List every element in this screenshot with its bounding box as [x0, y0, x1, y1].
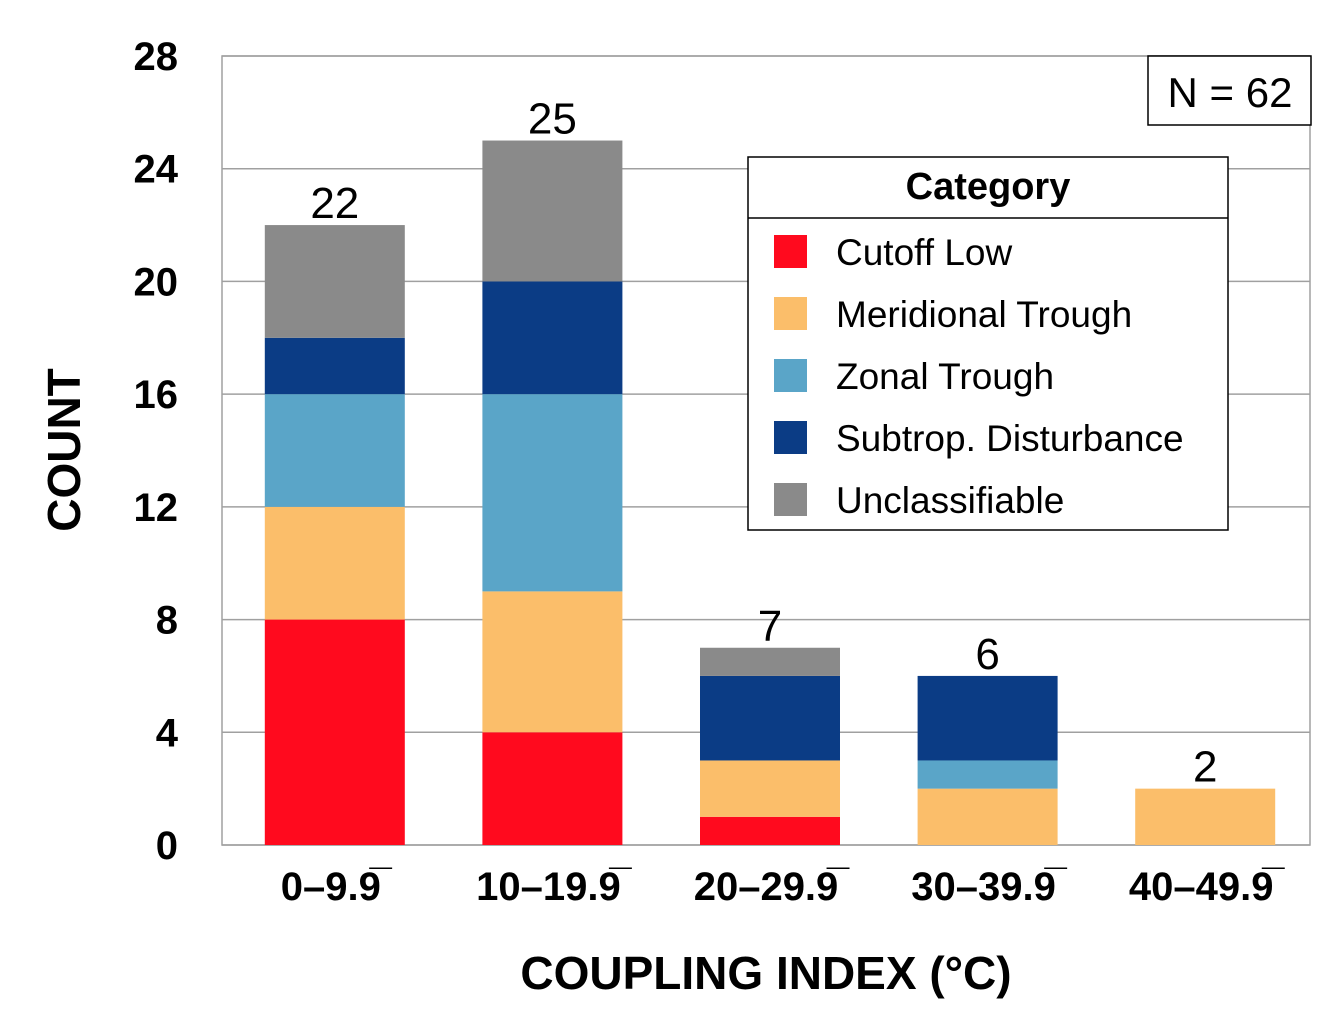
bar-segment — [917, 788, 1058, 845]
bar-segment — [917, 760, 1058, 789]
legend-label: Zonal Trough — [836, 356, 1054, 397]
legend-label: Unclassifiable — [836, 480, 1064, 521]
legend-title: Category — [906, 166, 1071, 208]
bars — [264, 140, 1276, 845]
legend-label: Meridional Trough — [836, 294, 1132, 335]
y-tick-label: 8 — [156, 599, 178, 643]
bar-segment — [700, 675, 840, 761]
x-tick-label: 20–29.9̅ — [694, 865, 851, 909]
legend: Category Cutoff Low Meridional Trough Zona… — [747, 156, 1229, 531]
bar-segment — [917, 675, 1058, 761]
n-annotation-text: N = 62 — [1168, 69, 1293, 116]
bar-segment — [700, 760, 840, 817]
bar-segment — [482, 140, 623, 282]
x-axis-ticks: 0–9.9̅ 10–19.9̅ 20–29.9̅ 30–39.9̅ 40–49.9̅ — [281, 865, 1286, 909]
n-annotation: N = 62 — [1147, 55, 1312, 126]
bar-segment — [700, 647, 840, 676]
legend-items: Cutoff Low Meridional Trough Zonal Trough S… — [774, 232, 1184, 521]
bar-total-label: 7 — [758, 602, 782, 651]
legend-box — [747, 156, 1229, 531]
bar-segment — [700, 816, 840, 845]
y-axis-ticks: 0 4 8 12 16 20 24 28 — [134, 35, 179, 868]
legend-swatch — [774, 235, 807, 268]
x-tick-label: 10–19.9̅ — [476, 865, 633, 909]
bar-total-label: 22 — [310, 179, 359, 228]
x-tick-label: 0–9.9̅ — [281, 865, 393, 909]
x-axis-title: COUPLING INDEX (°C) — [520, 947, 1011, 999]
legend-swatch — [774, 483, 807, 516]
bar-total-label: 6 — [975, 630, 999, 679]
bar-segment — [482, 732, 623, 845]
bar-segment — [264, 394, 405, 507]
legend-label: Subtrop. Disturbance — [836, 418, 1184, 459]
legend-swatch — [774, 297, 807, 330]
bar-segment — [264, 506, 405, 620]
bar-total-label: 2 — [1193, 743, 1217, 792]
bar-segment — [264, 337, 405, 395]
x-tick-label: 40–49.9̅ — [1129, 865, 1286, 909]
y-tick-label: 28 — [134, 35, 179, 79]
bar-segment — [482, 281, 623, 395]
y-tick-label: 4 — [156, 711, 179, 755]
y-tick-label: 16 — [134, 373, 179, 417]
legend-swatch — [774, 359, 807, 392]
legend-label: Cutoff Low — [836, 232, 1012, 273]
y-axis-title: COUNT — [38, 368, 90, 532]
y-tick-label: 12 — [134, 486, 179, 530]
y-tick-label: 24 — [134, 148, 179, 192]
bar-total-labels: 22 25 7 6 2 — [310, 95, 1217, 792]
bar-segment — [264, 619, 405, 845]
y-tick-label: 0 — [156, 824, 178, 868]
bar-total-label: 25 — [528, 95, 577, 144]
bar-segment — [482, 591, 623, 733]
n-annotation-box — [1147, 55, 1312, 126]
bar-segment — [482, 394, 623, 592]
bar-segment — [1135, 788, 1276, 845]
y-tick-label: 20 — [134, 260, 179, 304]
legend-swatch — [774, 421, 807, 454]
bar-segment — [264, 225, 405, 338]
x-tick-label: 30–39.9̅ — [911, 865, 1068, 909]
